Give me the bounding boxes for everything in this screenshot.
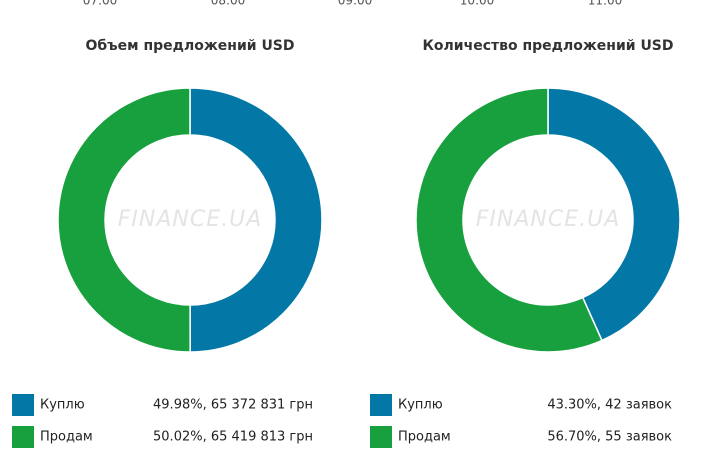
legend-label: Куплю (40, 398, 85, 413)
legend-value: 43.30%, 42 заявок (547, 398, 672, 413)
legend-value: 56.70%, 55 заявок (547, 430, 672, 445)
time-label: 10:00 (460, 0, 495, 8)
time-label: 11:00 (588, 0, 623, 8)
watermark: FINANCE.UA (476, 207, 621, 232)
time-label: 09:00 (338, 0, 373, 8)
legend-swatch (370, 426, 392, 448)
legend-value: 49.98%, 65 372 831 грн (153, 398, 313, 413)
legend-swatch (12, 394, 34, 416)
time-label: 08:00 (211, 0, 246, 8)
legend-label: Продам (40, 430, 93, 445)
legend-value: 50.02%, 65 419 813 грн (153, 430, 313, 445)
legend-swatch (12, 426, 34, 448)
legend-swatch (370, 394, 392, 416)
donut-segment (547, 87, 681, 342)
legend-label: Куплю (398, 398, 443, 413)
chart-title: Объем предложений USD (85, 38, 294, 54)
chart-title: Количество предложений USD (422, 38, 673, 54)
time-label: 07:00 (83, 0, 118, 8)
donut-segment (415, 87, 603, 353)
watermark: FINANCE.UA (118, 207, 263, 232)
legend-label: Продам (398, 430, 451, 445)
donut-segment (189, 87, 323, 353)
donut-segment (57, 87, 191, 353)
